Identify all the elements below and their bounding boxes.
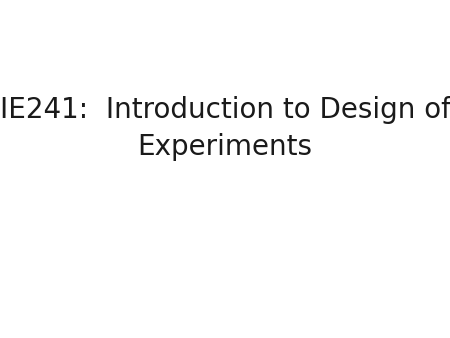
Text: IE241:  Introduction to Design of
Experiments: IE241: Introduction to Design of Experim… — [0, 96, 450, 161]
